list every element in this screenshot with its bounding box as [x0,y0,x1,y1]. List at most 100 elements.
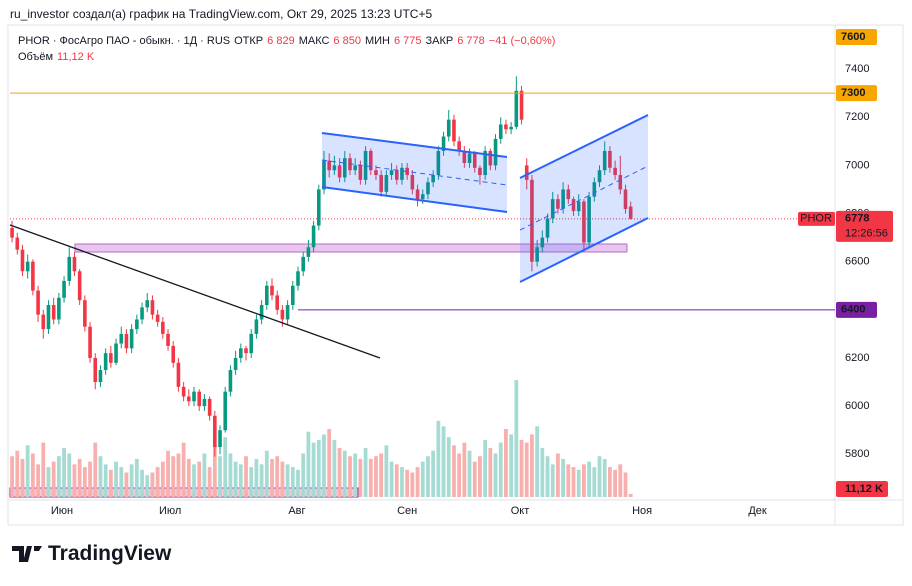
legend-symbol: PHOR · ФосАгро ПАО - обыкн. · 1Д · RUS [18,35,231,47]
candle-body [150,300,155,315]
candle-body [83,300,87,327]
candle-body [488,150,493,166]
volume-bar [446,437,451,497]
volume-bar [176,453,181,497]
volume-bar [285,464,290,497]
candle-body [353,165,357,171]
candle-body [441,136,446,151]
legend-label: МИН [364,35,390,47]
y-tick-label: 5800 [845,448,869,460]
volume-bar [88,461,92,497]
volume-bar [535,426,540,497]
volume-bar [218,456,222,497]
legend-value: 11,12 K [57,51,95,63]
last-symbol-box [798,211,835,226]
candle-body [155,314,160,322]
candle-body [114,343,118,363]
volume-bar [452,445,456,497]
candle-body [259,305,264,320]
volume-bar [384,445,389,497]
volume-bar [275,456,280,497]
level-label: 7300 [841,87,865,99]
volume-bar [98,456,103,497]
volume-bar [608,467,612,497]
candle-body [265,285,269,306]
level-label-box [836,85,877,102]
candle-body [519,90,524,120]
channel-mid [519,165,649,231]
candle-body [145,300,150,308]
candle-body [296,271,300,286]
volume-bar [363,448,368,497]
candle-body [415,189,420,200]
candle-body [62,280,66,298]
candle-body [301,256,305,272]
candle-body [550,199,555,219]
candle-body [400,167,404,180]
candle-body [223,391,228,431]
candle-body [498,124,503,139]
volume-bar [316,439,321,497]
volume-bar [368,458,373,497]
candle-body [233,357,238,371]
volume-bar [20,458,25,497]
candle-body [207,398,212,416]
volume-bar [119,467,124,497]
candle-body [98,370,103,383]
candle-body [472,153,477,168]
volume-bar [259,464,264,497]
volume-bar [93,442,98,497]
volume-bar [478,456,482,497]
volume-bar [202,453,207,497]
candle-body [613,167,617,176]
channel-line [321,186,508,213]
candle-body [566,189,571,200]
volume-bar [186,458,191,497]
candle-body [394,170,399,180]
candle-body [280,309,285,320]
candle-body [124,333,129,349]
candle-body [576,201,581,212]
candle-body [181,386,186,397]
x-tick-label: Июн [51,505,73,517]
candle-body [93,357,98,383]
candle-body [368,150,373,171]
candle-body [332,165,337,171]
volume-bar [472,461,477,497]
volume-bar [197,461,202,497]
candle-body [623,189,628,209]
volume-bar [342,450,347,497]
volume-bar [306,431,311,497]
channel-line [519,114,649,179]
x-tick-label: Июл [159,505,181,517]
candle-body [342,158,347,178]
y-tick-label: 6600 [845,256,869,268]
volume-bar [504,429,508,497]
volume-bar [77,458,82,497]
candle-body [379,175,383,192]
candle-body [202,398,207,407]
candle-body [197,391,202,407]
x-tick-label: Сен [397,505,417,517]
volume-bar [67,453,72,497]
candle-body [57,297,61,320]
x-tick-label: Авг [288,505,305,517]
volume-bar [270,458,274,497]
y-tick-label: 7200 [845,111,869,123]
volume-bar [238,464,243,497]
candle-body [628,206,633,219]
candle-body [571,199,576,212]
candle-body [25,261,30,272]
volume-bar [488,448,493,497]
candle-body [119,333,124,344]
volume-bar [223,437,228,497]
volume-bar [25,445,30,497]
candle-body [608,150,612,168]
chart-frame [7,24,904,526]
candle-body [31,261,35,291]
volume-bar [582,464,586,497]
candle-body [161,321,165,334]
volume-bar [140,469,144,497]
candle-body [218,430,222,448]
candle-body [337,165,342,178]
